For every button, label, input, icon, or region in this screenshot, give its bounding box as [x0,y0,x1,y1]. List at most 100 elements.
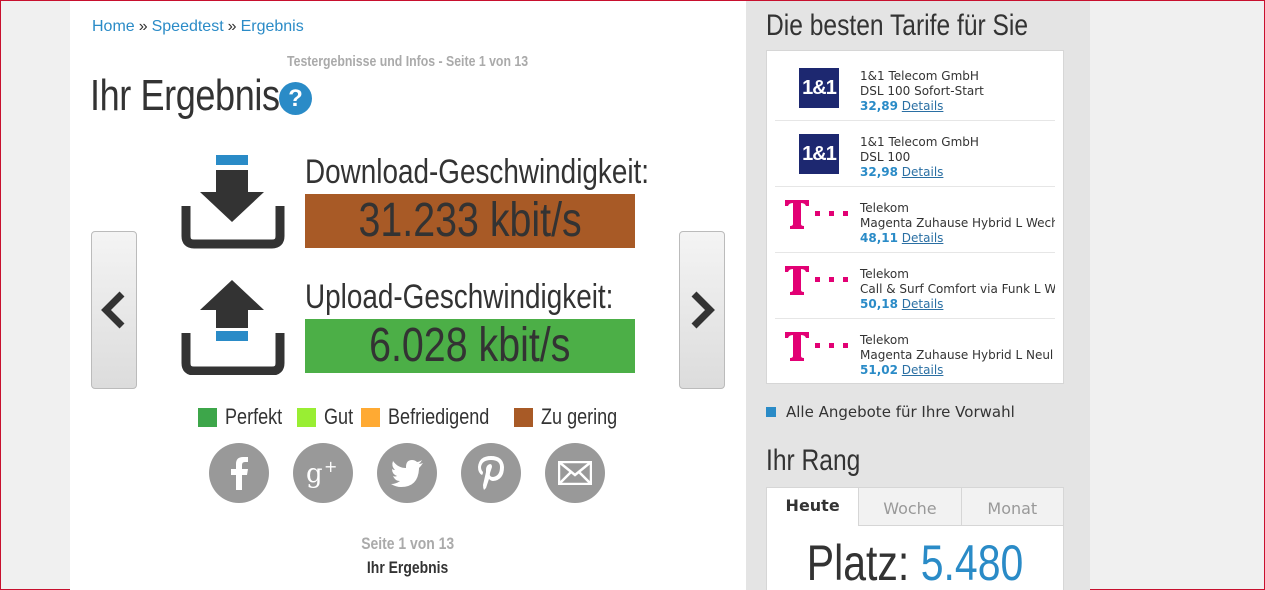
tariff-item[interactable]: 1&1 1&1 Telecom GmbH DSL 100 Sofort-Star… [775,55,1055,121]
tariffs-heading: Die besten Tarife für Sie [766,9,1029,42]
tariff-provider: Telekom [860,201,909,215]
pinterest-share-button[interactable] [461,443,521,503]
tariff-provider: Telekom [860,267,909,281]
upload-label: Upload-Geschwindigkeit: [305,278,614,316]
rank-value: 5.480 [920,535,1024,590]
rank-panel: Heute Woche Monat Platz: 5.480 [766,487,1064,590]
page-title: Ihr Ergebnis [90,71,280,120]
tariff-details-link[interactable]: Details [901,363,944,377]
tariff-provider: 1&1 Telecom GmbH [860,69,979,83]
pager-title-text: Ihr Ergebnis [367,558,449,577]
provider-logo [781,329,851,375]
tab-heute[interactable]: Heute [767,488,859,526]
rank-tabs: Heute Woche Monat [767,488,1063,526]
chevron-right-icon [691,291,715,329]
provider-logo: 1&1 [781,65,851,111]
legend-swatch [198,407,217,427]
breadcrumb-separator: » [227,18,237,35]
twitter-icon [391,460,423,487]
tab-monat[interactable]: Monat [960,488,1063,526]
upload-value: 6.028 kbit/s [369,319,571,372]
tariff-plan: DSL 100 Sofort-Start [860,84,984,98]
download-value-bar: 31.233 kbit/s [305,194,635,248]
facebook-share-button[interactable] [209,443,269,503]
tariff-item[interactable]: Telekom Magenta Zuhause Hybrid L Wech 48… [775,187,1055,253]
tariff-plan: Call & Surf Comfort via Funk L W [860,282,1055,296]
tariff-plan: DSL 100 [860,150,911,164]
bullet-icon [766,407,776,417]
tariff-price-row: 48,11 Details [860,231,1055,246]
google-plus-icon: g + [306,458,337,488]
help-icon[interactable]: ? [279,82,312,115]
tariff-price: 32,89 [860,99,898,113]
tariff-item[interactable]: Telekom Call & Surf Comfort via Funk L W… [775,253,1055,319]
previous-page-button[interactable] [91,231,137,389]
next-page-button[interactable] [679,231,725,389]
telekom-logo [785,332,848,361]
pager-count: Seite 1 von 13 [70,534,746,554]
breadcrumb-ergebnis[interactable]: Ergebnis [240,18,304,35]
breadcrumb: Home» Speedtest» Ergebnis [92,18,304,36]
provider-logo: 1&1 [781,131,851,177]
all-offers-label: Alle Angebote für Ihre Vorwahl [786,403,1015,421]
tariff-info: Telekom Magenta Zuhause Hybrid L Wech 48… [860,201,1055,246]
tariff-info: 1&1 Telecom GmbH DSL 100 Sofort-Start 32… [860,69,984,114]
upload-icon [181,280,285,375]
google-plus-share-button[interactable]: g + [293,443,353,503]
breadcrumb-separator: » [138,18,148,35]
tariff-details-link[interactable]: Details [901,165,944,179]
tariff-price: 51,02 [860,363,898,377]
breadcrumb-home[interactable]: Home [92,18,135,35]
tariff-details-link[interactable]: Details [901,297,944,311]
legend-label: Perfekt [225,404,283,429]
tariff-provider: 1&1 Telecom GmbH [860,135,979,149]
tariff-plan: Magenta Zuhause Hybrid L Wech [860,216,1055,230]
chevron-left-icon [101,291,125,329]
tariff-details-link[interactable]: Details [901,99,944,113]
rank-heading: Ihr Rang [766,444,861,477]
rank-label: Platz: [806,535,910,590]
pinterest-icon [478,456,504,490]
all-offers-link[interactable]: Alle Angebote für Ihre Vorwahl [766,403,1015,421]
legend-item-zu-gering: Zu gering [513,404,622,430]
legend-swatch [513,407,533,427]
main-content: Home» Speedtest» Ergebnis Testergebnisse u… [70,1,746,590]
upload-value-bar: 6.028 kbit/s [305,319,635,373]
breadcrumb-speedtest[interactable]: Speedtest [151,18,224,35]
social-share-bar: g + [209,443,605,503]
twitter-share-button[interactable] [377,443,437,503]
tariff-item[interactable]: Telekom Magenta Zuhause Hybrid L Neul 51… [775,319,1055,385]
legend-label: Befriedigend [388,404,490,429]
provider-logo [781,263,851,309]
legend-item-gut: Gut [296,404,353,430]
legend-swatch [296,407,316,427]
download-value: 31.233 kbit/s [358,194,582,247]
tariff-price: 48,11 [860,231,898,245]
tariff-provider: Telekom [860,333,909,347]
tariff-item[interactable]: 1&1 1&1 Telecom GmbH DSL 100 32,98 Detai… [775,121,1055,187]
download-label: Download-Geschwindigkeit: [305,153,650,191]
tariff-info: Telekom Magenta Zuhause Hybrid L Neul 51… [860,333,1053,378]
tariff-details-link[interactable]: Details [901,231,944,245]
tab-woche[interactable]: Woche [858,488,961,526]
tariff-price-row: 50,18 Details [860,297,1055,312]
facebook-icon [231,457,248,490]
telekom-logo [785,266,848,295]
rank-text: Platz: 5.480 [807,534,1024,590]
telekom-logo [785,200,848,229]
mail-share-button[interactable] [545,443,605,503]
download-icon [181,155,285,249]
1und1-logo: 1&1 [799,68,839,108]
svg-text:g: g [306,459,323,488]
tariff-price-row: 32,89 Details [860,99,984,114]
tariff-info: Telekom Call & Surf Comfort via Funk L W… [860,267,1055,312]
rank-display: Platz: 5.480 [767,534,1063,590]
1und1-logo: 1&1 [799,134,839,174]
legend-label: Gut [323,404,353,429]
legend-item-perfekt: Perfekt [198,404,283,430]
legend-item-befriedigend: Befriedigend [361,404,500,430]
mail-icon [558,461,592,485]
tariff-price-row: 51,02 Details [860,363,1053,378]
pager-title: Ihr Ergebnis [70,558,746,578]
provider-logo [781,197,851,243]
